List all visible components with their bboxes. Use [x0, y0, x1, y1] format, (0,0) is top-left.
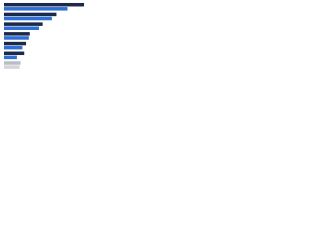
bar: [4, 65, 20, 69]
bar: [4, 45, 23, 50]
bar: [4, 51, 25, 56]
page: {"chart_data": {"type": "hbar", "categor…: [0, 0, 320, 71]
bar: [4, 32, 30, 36]
bar: [4, 2, 85, 7]
bar: [4, 12, 57, 17]
bar: [4, 7, 68, 11]
bar: [4, 41, 27, 46]
bar: [4, 26, 39, 30]
bar: [4, 55, 17, 60]
chart: [4, 2, 85, 69]
bar: [4, 36, 29, 40]
bar: [4, 61, 21, 65]
bar: [4, 22, 43, 26]
bar: [4, 16, 52, 21]
